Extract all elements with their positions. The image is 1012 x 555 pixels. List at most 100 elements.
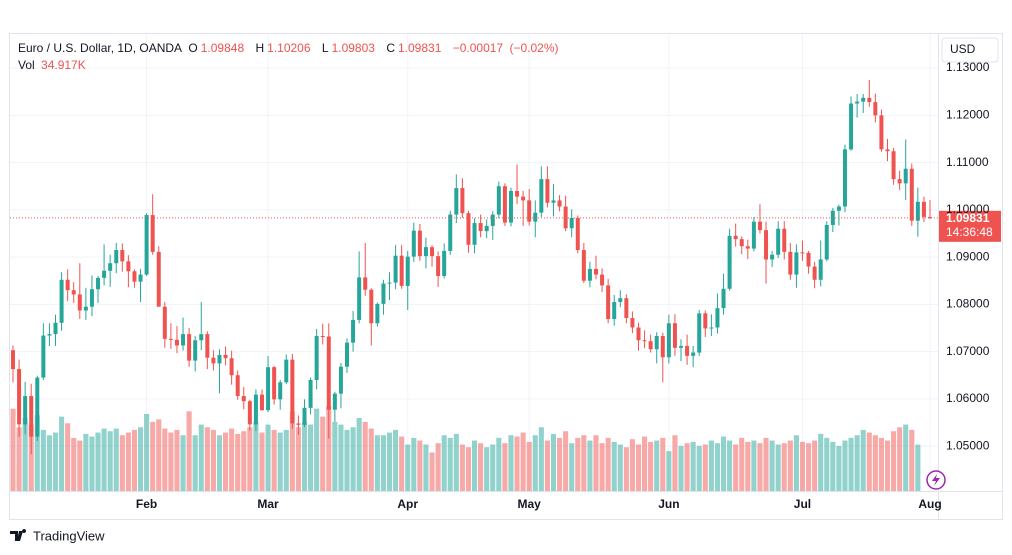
volume-bar [265, 424, 271, 491]
volume-bar [787, 440, 793, 491]
volume-bar [714, 443, 721, 491]
y-tick-label: 1.10000 [946, 202, 990, 216]
candle-body [903, 168, 908, 184]
ohlc-prefix: O [188, 41, 198, 55]
candle-body [120, 250, 125, 262]
volume-bar [465, 447, 472, 491]
volume-bar [599, 443, 605, 491]
x-tick-label: Jun [658, 497, 679, 511]
volume-bar [326, 406, 332, 491]
volume-bar [484, 447, 490, 491]
y-tick-label: 1.09000 [946, 249, 990, 263]
candle-body [375, 303, 380, 324]
volume-bar [308, 424, 314, 491]
volume-bar [368, 428, 374, 491]
candle-body [472, 223, 477, 245]
candle-body [751, 221, 756, 249]
candle-body [672, 323, 677, 348]
candle-body [399, 255, 404, 286]
volume-bar [799, 441, 806, 491]
ohlc-value: 1.09848 [200, 41, 245, 55]
y-tick-label: 1.06000 [946, 391, 990, 405]
volume-bar [320, 416, 326, 491]
candle-body [23, 396, 28, 425]
currency-button[interactable] [941, 37, 999, 63]
volume-bar [362, 421, 368, 491]
ohlc-value: 1.09831 [397, 41, 442, 55]
change-percent: (−0.02%) [509, 41, 559, 55]
volume-bar [660, 437, 666, 491]
candle-body [96, 277, 101, 290]
candle-body [17, 369, 22, 425]
volume-bar [22, 417, 28, 491]
candle-body [357, 277, 362, 320]
candle-body [806, 252, 811, 267]
volume-bar [496, 437, 502, 491]
volume-bar [137, 427, 144, 491]
candle-body [539, 179, 544, 213]
candle-body [873, 102, 878, 116]
candle-body [77, 294, 82, 311]
change: −0.00017 [452, 41, 504, 55]
candle-body [65, 279, 70, 291]
volume-bar [739, 437, 745, 491]
volume-bar [605, 437, 611, 491]
candle-body [764, 230, 769, 260]
candle-body [259, 394, 264, 411]
volume-bar [168, 432, 174, 491]
ohlc-prefix: H [255, 41, 265, 55]
candle-body [150, 215, 155, 252]
volume-bar [10, 408, 16, 491]
candle-body [193, 340, 198, 361]
candle-body [885, 149, 890, 152]
volume-bar [259, 432, 265, 491]
volume-bar [393, 429, 399, 491]
candle-body [278, 382, 283, 400]
candle-body [515, 190, 520, 197]
candle-body [891, 151, 896, 180]
candle-body [308, 379, 313, 408]
candle-body [691, 352, 696, 356]
candle-body [223, 354, 228, 359]
volume-bar [842, 440, 848, 491]
candle-body [581, 250, 586, 281]
volume-bar [241, 431, 247, 491]
candle-body [739, 239, 744, 247]
volume-bar [617, 444, 623, 491]
candle-body [812, 266, 817, 280]
candle-body [909, 168, 914, 221]
candle-body [818, 259, 823, 280]
volume-bar [235, 433, 241, 491]
volume-bar [684, 443, 690, 491]
candle-body [545, 179, 550, 203]
volume-bar [113, 428, 119, 491]
volume-bar [720, 436, 727, 491]
volume-bar [860, 429, 866, 491]
candle-body [630, 318, 635, 328]
candle-body [302, 407, 307, 425]
brand-logo [10, 529, 27, 541]
volume-bar [654, 440, 660, 491]
candle-body [587, 268, 592, 281]
volume-bar [672, 435, 678, 491]
candle-body [59, 279, 64, 323]
candle-body [824, 224, 829, 260]
candle-body [174, 339, 179, 346]
last-price-box [939, 210, 1001, 242]
volume-bar [490, 444, 496, 491]
volume-bar [423, 444, 429, 491]
volume-bar [793, 435, 799, 491]
volume-bar [374, 435, 380, 491]
ohlc-value: 1.09803 [331, 41, 375, 55]
candle-body [29, 396, 34, 437]
candle-body [345, 342, 350, 367]
volume-bar [508, 435, 514, 491]
candle-body [466, 213, 471, 245]
candle-body [867, 97, 872, 103]
candle-body [600, 274, 605, 286]
candle-body [247, 401, 252, 425]
volume-bar [550, 433, 557, 491]
volume-value: 34.917K [41, 58, 86, 72]
y-tick-label: 1.11000 [946, 155, 989, 169]
